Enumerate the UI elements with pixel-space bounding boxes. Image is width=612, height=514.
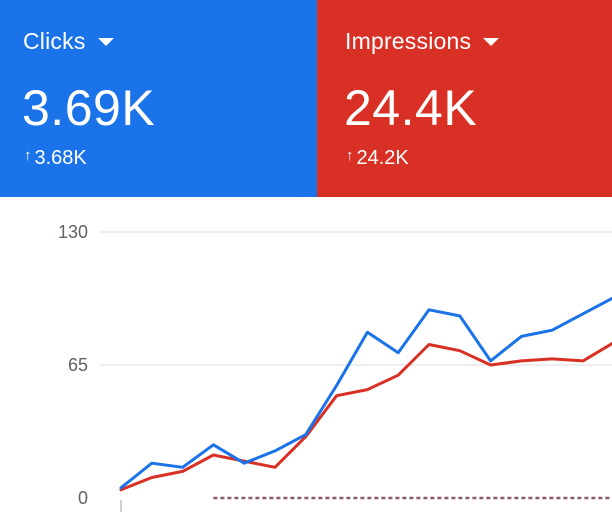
impressions-delta: ↑ 24.2K — [346, 146, 409, 170]
clicks-card[interactable]: Clicks 3.69K ↑ 3.68K — [0, 0, 317, 197]
clicks-delta: ↑ 3.68K — [24, 146, 87, 170]
impressions-label: Impressions — [345, 27, 472, 54]
performance-chart: 0 65 130 — [0, 197, 612, 514]
clicks-metric-selector[interactable]: Clicks — [23, 26, 114, 56]
clicks-series-line — [119, 296, 612, 490]
dropdown-caret-icon[interactable] — [97, 38, 114, 46]
arrow-up-icon: ↑ — [24, 147, 32, 164]
y-tick-label: 130 — [58, 222, 88, 242]
arrow-up-icon: ↑ — [346, 147, 354, 164]
metric-cards: Clicks 3.69K ↑ 3.68K Impressions 24.4K ↑… — [0, 0, 612, 197]
impressions-metric-selector[interactable]: Impressions — [345, 26, 500, 56]
impressions-series-line — [119, 341, 612, 492]
impressions-card[interactable]: Impressions 24.4K ↑ 24.2K — [317, 0, 612, 197]
y-tick-label: 0 — [78, 488, 88, 508]
chart-svg: 0 65 130 — [58, 222, 612, 512]
impressions-delta-value: 24.2K — [356, 147, 409, 169]
impressions-value: 24.4K — [344, 80, 478, 136]
dropdown-caret-icon[interactable] — [483, 38, 500, 46]
y-tick-label: 65 — [68, 355, 88, 375]
clicks-label: Clicks — [23, 27, 86, 54]
clicks-value: 3.69K — [22, 80, 156, 136]
clicks-delta-value: 3.68K — [34, 147, 87, 169]
